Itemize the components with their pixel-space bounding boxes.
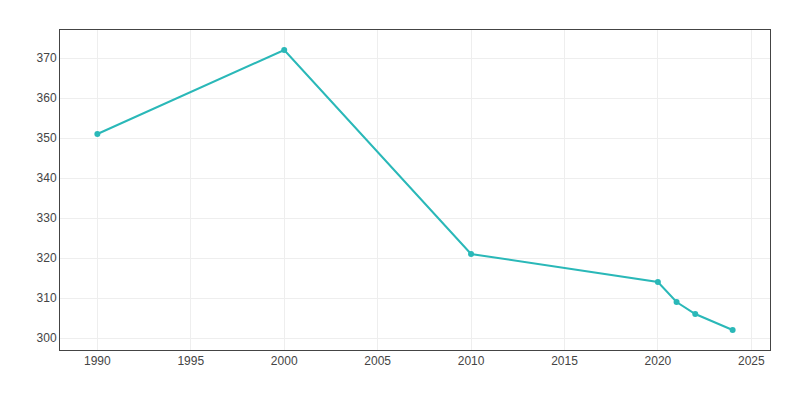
svg-text:320: 320 (37, 251, 57, 265)
svg-text:1990: 1990 (84, 354, 111, 368)
svg-text:360: 360 (37, 91, 57, 105)
svg-text:2025: 2025 (738, 354, 765, 368)
svg-text:2020: 2020 (645, 354, 672, 368)
svg-text:330: 330 (37, 211, 57, 225)
svg-text:2000: 2000 (271, 354, 298, 368)
svg-text:2010: 2010 (458, 354, 485, 368)
svg-text:370: 370 (37, 51, 57, 65)
svg-text:2005: 2005 (364, 354, 391, 368)
svg-text:340: 340 (37, 171, 57, 185)
svg-text:350: 350 (37, 131, 57, 145)
svg-text:1995: 1995 (177, 354, 204, 368)
svg-text:310: 310 (37, 291, 57, 305)
svg-text:2015: 2015 (551, 354, 578, 368)
svg-text:300: 300 (37, 331, 57, 345)
